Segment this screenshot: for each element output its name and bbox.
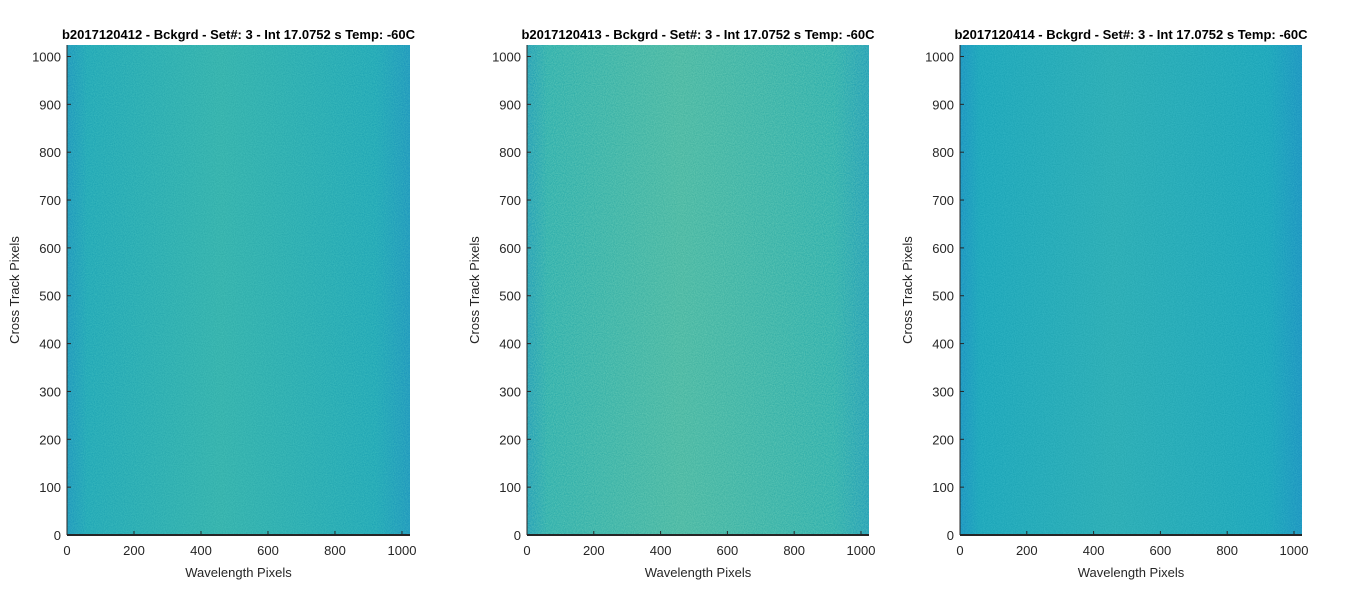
- heatmap-image: [960, 45, 1302, 535]
- panel: b2017120413 - Bckgrd - Set#: 3 - Int 17.…: [467, 27, 875, 580]
- y-tick-label: 100: [39, 480, 61, 495]
- x-axis-label: Wavelength Pixels: [185, 565, 292, 580]
- panel: b2017120414 - Bckgrd - Set#: 3 - Int 17.…: [900, 27, 1308, 580]
- y-tick-label: 400: [932, 337, 954, 352]
- y-tick-label: 0: [514, 528, 521, 543]
- y-tick-label: 500: [932, 289, 954, 304]
- x-tick-label: 1000: [847, 543, 876, 558]
- x-tick-label: 1000: [388, 543, 417, 558]
- y-tick-label: 300: [932, 384, 954, 399]
- x-tick-label: 200: [123, 543, 145, 558]
- chart-title: b2017120413 - Bckgrd - Set#: 3 - Int 17.…: [521, 27, 875, 42]
- y-tick-label: 200: [499, 432, 521, 447]
- panel: b2017120412 - Bckgrd - Set#: 3 - Int 17.…: [7, 27, 416, 580]
- y-tick-label: 200: [39, 432, 61, 447]
- y-tick-label: 600: [932, 241, 954, 256]
- x-axis-label: Wavelength Pixels: [645, 565, 752, 580]
- x-tick-label: 200: [583, 543, 605, 558]
- y-tick-label: 900: [932, 97, 954, 112]
- y-tick-label: 900: [499, 97, 521, 112]
- heatmap-noise: [67, 45, 410, 535]
- axes: 0 200 400 600 800 1000 0 100 200 300 400 500 600 700 8…: [925, 45, 1308, 558]
- y-tick-label: 900: [39, 97, 61, 112]
- x-tick-label: 800: [1216, 543, 1238, 558]
- x-tick-label: 800: [324, 543, 346, 558]
- y-tick-label: 100: [499, 480, 521, 495]
- y-tick-label: 700: [39, 193, 61, 208]
- y-tick-label: 300: [39, 384, 61, 399]
- y-tick-label: 700: [932, 193, 954, 208]
- y-tick-label: 400: [39, 337, 61, 352]
- y-axis-label: Cross Track Pixels: [7, 236, 22, 344]
- heatmap-noise: [960, 45, 1302, 535]
- x-tick-label: 1000: [1280, 543, 1309, 558]
- x-tick-label: 400: [1083, 543, 1105, 558]
- y-tick-label: 0: [54, 528, 61, 543]
- y-tick-label: 1000: [925, 49, 954, 64]
- x-tick-label: 0: [523, 543, 530, 558]
- y-tick-label: 400: [499, 337, 521, 352]
- y-tick-label: 600: [39, 241, 61, 256]
- x-tick-label: 0: [956, 543, 963, 558]
- y-tick-label: 100: [932, 480, 954, 495]
- x-tick-label: 800: [783, 543, 805, 558]
- y-tick-label: 800: [499, 145, 521, 160]
- heatmap-image: [67, 45, 410, 535]
- y-tick-label: 800: [932, 145, 954, 160]
- y-tick-label: 200: [932, 432, 954, 447]
- x-tick-label: 600: [717, 543, 739, 558]
- y-tick-label: 0: [947, 528, 954, 543]
- x-tick-label: 0: [63, 543, 70, 558]
- x-tick-label: 400: [650, 543, 672, 558]
- y-tick-label: 600: [499, 241, 521, 256]
- x-tick-label: 200: [1016, 543, 1038, 558]
- y-axis-label: Cross Track Pixels: [900, 236, 915, 344]
- y-tick-label: 500: [499, 289, 521, 304]
- chart-title: b2017120414 - Bckgrd - Set#: 3 - Int 17.…: [954, 27, 1308, 42]
- y-tick-label: 800: [39, 145, 61, 160]
- axes: 0 200 400 600 800 1000 0 100 200 300 400 500 600 700 8…: [492, 45, 875, 558]
- x-tick-label: 400: [190, 543, 212, 558]
- heatmap-image: [527, 45, 869, 535]
- y-axis-label: Cross Track Pixels: [467, 236, 482, 344]
- y-tick-label: 1000: [32, 49, 61, 64]
- x-tick-label: 600: [1150, 543, 1172, 558]
- y-tick-label: 700: [499, 193, 521, 208]
- y-tick-label: 500: [39, 289, 61, 304]
- x-axis-label: Wavelength Pixels: [1078, 565, 1185, 580]
- axes: 0 200 400 600 800 1000 0 100 200 300 400 500 600 700 8…: [32, 45, 416, 558]
- chart-title: b2017120412 - Bckgrd - Set#: 3 - Int 17.…: [62, 27, 416, 42]
- x-tick-label: 600: [257, 543, 279, 558]
- y-tick-label: 1000: [492, 49, 521, 64]
- heatmap-noise: [527, 45, 869, 535]
- y-tick-label: 300: [499, 384, 521, 399]
